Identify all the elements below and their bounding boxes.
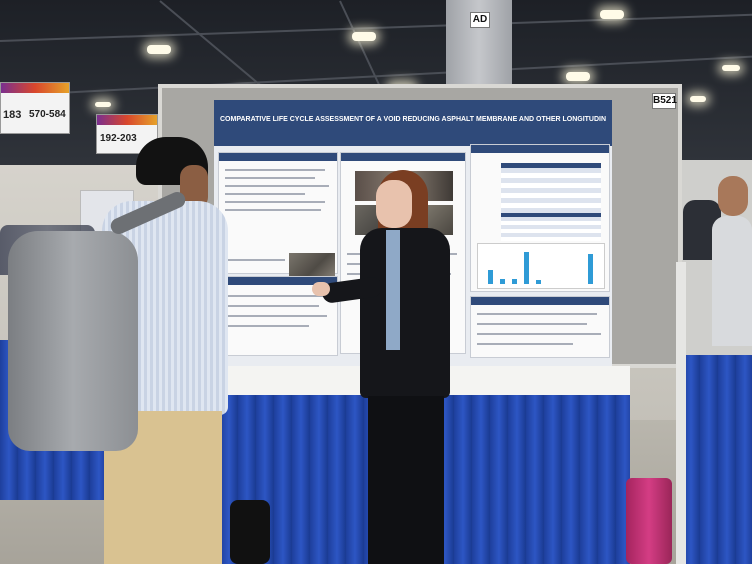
results-table: [501, 213, 601, 241]
text-line: [225, 259, 285, 261]
panel-heading: [341, 153, 465, 161]
aisle-sign-banner: [97, 115, 157, 125]
results-table: [501, 163, 601, 214]
panel-heading: [471, 145, 609, 153]
aisle-sign: 183 570-584: [0, 82, 70, 134]
presenter-jacket: [360, 228, 450, 398]
aisle-sign-banner: [1, 83, 69, 93]
ceiling-light: [566, 72, 590, 81]
text-line: [477, 323, 587, 325]
text-line: [225, 169, 325, 171]
ceiling-light: [690, 96, 706, 102]
chart-bar: [512, 279, 517, 284]
presenter-face: [376, 180, 412, 228]
right-visitor-shirt: [712, 216, 752, 346]
panel-heading: [219, 277, 337, 285]
visitor: [8, 135, 238, 564]
text-line: [225, 305, 319, 307]
backpack: [8, 231, 138, 451]
text-line: [477, 333, 601, 335]
chart-bar: [488, 270, 493, 284]
text-line: [477, 343, 573, 345]
text-line: [225, 325, 309, 327]
chart-bar: [524, 252, 529, 284]
black-bag: [230, 500, 270, 564]
ceiling-light: [147, 45, 171, 54]
text-line: [225, 193, 305, 195]
presenter-shirt: [386, 230, 400, 350]
presenter-trousers: [368, 396, 444, 564]
ceiling-light: [352, 32, 376, 41]
table-skirt-right: [682, 355, 752, 564]
poster-panel: [470, 144, 610, 292]
text-line: [225, 185, 329, 187]
presenter-hand: [312, 282, 330, 296]
ceiling-light: [722, 65, 740, 71]
aisle-sign-label: 183: [3, 109, 22, 121]
stand-pole: [676, 262, 686, 564]
pillar-code: AD: [470, 12, 490, 28]
text-line: [225, 201, 325, 203]
text-line: [225, 295, 325, 297]
text-line: [225, 209, 321, 211]
chart-bar: [588, 254, 593, 284]
chart-bar: [536, 280, 541, 284]
right-visitor: [708, 176, 752, 356]
panel-heading: [471, 297, 609, 305]
panel-heading: [219, 153, 337, 161]
text-line: [225, 177, 315, 179]
ceiling-light: [600, 10, 624, 19]
poster-panel: [470, 296, 610, 358]
poster-header: COMPARATIVE LIFE CYCLE ASSESSMENT OF A V…: [214, 100, 612, 146]
booth-number: B521: [652, 93, 677, 109]
poster-panel: [218, 152, 338, 289]
results-chart: [477, 243, 605, 289]
text-line: [225, 315, 327, 317]
aisle-sign-label: 570-584: [29, 109, 66, 120]
chart-bar: [500, 279, 505, 284]
poster-title: COMPARATIVE LIFE CYCLE ASSESSMENT OF A V…: [220, 116, 606, 123]
pink-bag: [626, 478, 672, 564]
right-visitor-head: [718, 176, 748, 216]
text-line: [477, 313, 597, 315]
aisle-sign-label: 192-203: [100, 133, 137, 144]
ceiling-light: [95, 102, 111, 107]
presenter: [312, 170, 480, 564]
